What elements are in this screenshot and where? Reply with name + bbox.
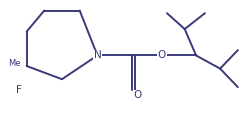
Text: N: N [93, 50, 101, 60]
Text: Me: Me [8, 59, 20, 68]
Text: O: O [133, 90, 141, 100]
Text: F: F [16, 85, 22, 95]
Text: O: O [157, 50, 165, 60]
